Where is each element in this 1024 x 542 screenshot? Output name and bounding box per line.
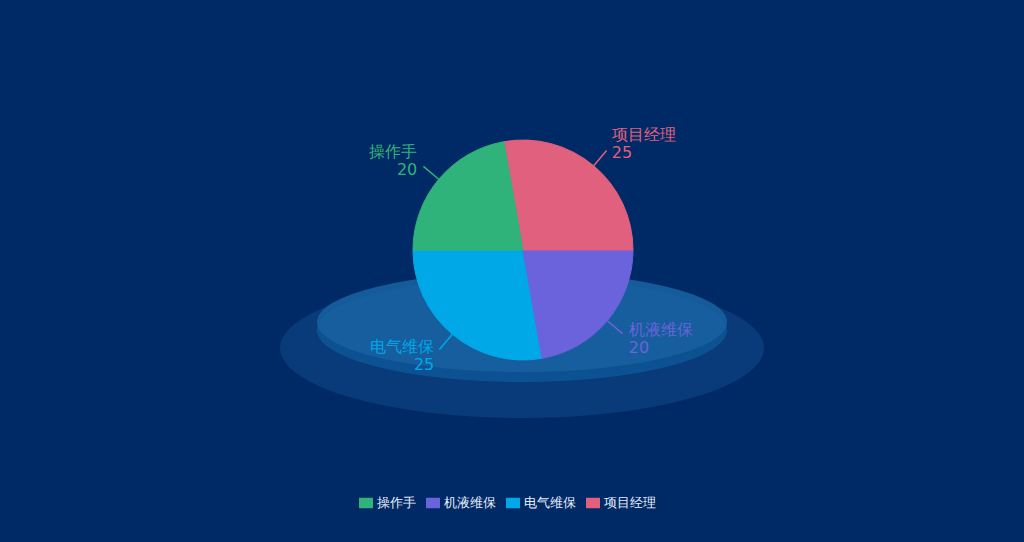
html-text:机液维保: 机液维保 — [443, 495, 496, 510]
svg-text:机液维保20: 机液维保20 — [629, 320, 693, 357]
html-text:项目经理: 项目经理 — [603, 495, 656, 510]
svg-text:操作手20: 操作手20 — [369, 142, 417, 179]
svg-text:电气维保25: 电气维保25 — [370, 337, 434, 374]
html-text:操作手: 操作手 — [376, 495, 416, 510]
html-text:电气维保: 电气维保 — [523, 495, 576, 510]
svg-text:项目经理25: 项目经理25 — [612, 125, 676, 162]
